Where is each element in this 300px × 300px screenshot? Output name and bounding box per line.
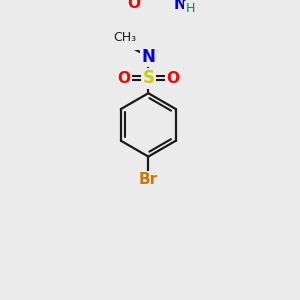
Text: O: O — [118, 71, 131, 86]
Text: H: H — [185, 2, 195, 15]
Text: N: N — [174, 0, 186, 12]
Text: S: S — [142, 69, 154, 87]
Text: O: O — [127, 0, 140, 11]
Text: CH₃: CH₃ — [113, 31, 136, 44]
Text: N: N — [141, 47, 155, 65]
Text: Br: Br — [139, 172, 158, 188]
Text: O: O — [166, 71, 179, 86]
